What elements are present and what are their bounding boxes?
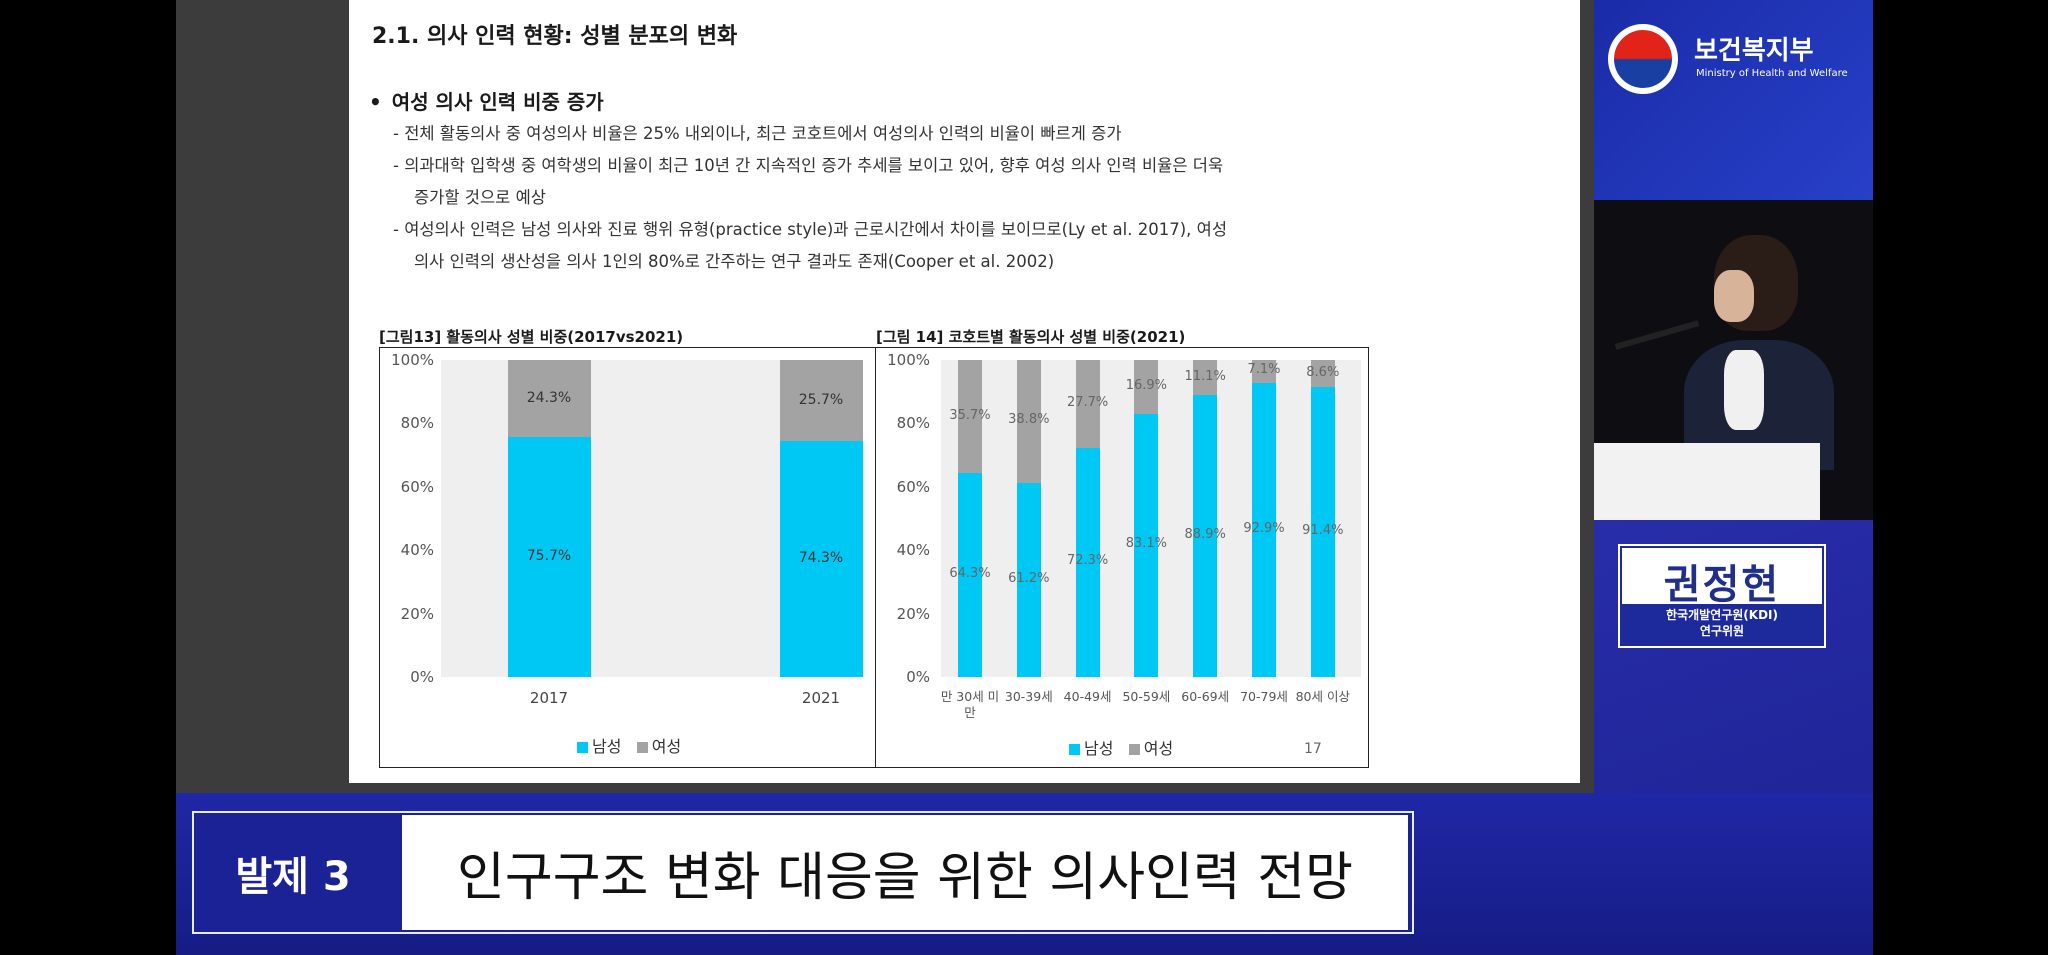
slide-title: 2.1. 의사 인력 현황: 성별 분포의 변화 (372, 24, 738, 49)
legend-label-female: 여성 (1143, 739, 1174, 758)
y-tick-label: 60% (400, 477, 434, 496)
podium (1594, 443, 1820, 520)
x-tick-label: 80세 이상 (1295, 689, 1350, 704)
ministry-name-en: Ministry of Health and Welfare (1696, 68, 1848, 79)
speaker-org: 한국개발연구원(KDI) (1666, 608, 1778, 622)
x-tick-label: 40-49세 (1063, 689, 1112, 704)
chart1-legend: 남성 여성 (577, 733, 681, 757)
body-line: 증가할 것으로 예상 (414, 188, 546, 207)
bar-male (1134, 413, 1159, 677)
bullet-text: 여성 의사 인력 비중 증가 (391, 90, 604, 114)
legend-label-male: 남성 (1084, 739, 1114, 758)
bar-male (1075, 447, 1100, 677)
x-tick-label: 만 30세 미만 (940, 689, 1000, 720)
legend-swatch-male (577, 742, 588, 753)
data-label: 92.9% (1243, 520, 1285, 536)
data-label: 83.1% (1125, 536, 1168, 552)
slide: 2.1. 의사 인력 현황: 성별 분포의 변화 • 여성 의사 인력 비중 증가… (349, 0, 1580, 783)
bar-female (1193, 360, 1218, 396)
data-label: 72.3% (1066, 553, 1109, 569)
bar-male (1193, 395, 1218, 677)
legend-swatch-male (1069, 744, 1080, 755)
chart2-title: [그림 14] 코호트별 활동의사 성별 비중(2021) (876, 328, 1186, 346)
chart2-legend: 남성 여성 (1069, 735, 1173, 759)
microphone-icon (1614, 320, 1700, 350)
bar-female (779, 360, 863, 442)
speaker-name-card: 권정현 한국개발연구원(KDI) 연구위원 (1618, 544, 1826, 648)
y-tick-label: 40% (400, 541, 434, 560)
taegeuk-logo-icon (1608, 24, 1678, 94)
y-tick-label: 20% (896, 604, 930, 623)
speaker-affiliation: 한국개발연구원(KDI) 연구위원 (1620, 607, 1824, 639)
page-number: 17 (1304, 741, 1322, 757)
speaker-role: 연구위원 (1699, 624, 1745, 638)
bullet-dot-icon: • (369, 90, 382, 114)
bar-female (1252, 360, 1276, 383)
data-label: 91.4% (1302, 523, 1344, 539)
x-tick-label: 70-79세 (1240, 689, 1288, 704)
bar-male (1252, 382, 1276, 677)
bar-female (507, 360, 591, 438)
bar-male (507, 437, 591, 677)
y-tick-label: 80% (896, 414, 930, 433)
bar-female (1075, 360, 1100, 448)
bar-male (1310, 387, 1335, 677)
bar-male (958, 473, 982, 677)
data-label: 7.1% (1247, 362, 1281, 378)
body-line: - 여성의사 인력은 남성 의사와 진료 행위 유형(practice styl… (393, 220, 1228, 239)
legend-swatch-female (1128, 744, 1140, 755)
data-label: 24.3% (526, 389, 572, 406)
data-label: 35.7% (949, 407, 991, 423)
lower-third-frame: 발제 3 인구구조 변화 대응을 위한 의사인력 전망 (192, 811, 1414, 934)
x-tick-label: 2017 (529, 689, 569, 707)
legend-swatch-female (636, 742, 648, 753)
chart1-title: [그림13] 활동의사 성별 비중(2017vs2021) (379, 328, 684, 346)
bar-female (958, 360, 982, 474)
data-label: 74.3% (798, 550, 844, 567)
y-tick-label: 80% (400, 414, 434, 433)
data-label: 11.1% (1184, 368, 1226, 384)
data-label: 38.8% (1008, 412, 1050, 428)
y-tick-label: 100% (887, 351, 930, 369)
speaker-shirt (1724, 350, 1764, 430)
bar-female (1016, 360, 1041, 483)
y-tick-label: 0% (906, 668, 930, 686)
data-label: 75.7% (526, 548, 572, 564)
y-tick-label: 40% (896, 541, 930, 560)
body-line: - 전체 활동의사 중 여성의사 비율은 25% 내외이나, 최근 코호트에서 … (393, 124, 1122, 143)
data-label: 64.3% (949, 566, 991, 582)
slide-bullet: • 여성 의사 인력 비중 증가 (369, 86, 604, 115)
session-label: 발제 3 (235, 853, 351, 900)
legend-label-male: 남성 (592, 737, 622, 756)
x-tick-label: 60-69세 (1181, 689, 1230, 704)
bar-female (1310, 360, 1335, 388)
data-label: 88.9% (1184, 527, 1226, 543)
session-topic: 인구구조 변화 대응을 위한 의사인력 전망 (402, 815, 1408, 930)
data-label: 16.9% (1125, 377, 1168, 393)
bar-male (779, 441, 863, 677)
data-label: 25.7% (798, 391, 844, 408)
speaker-name: 권정현 (1663, 562, 1781, 608)
bar-female (1134, 360, 1159, 414)
y-tick-label: 100% (391, 351, 434, 369)
body-line: - 의과대학 입학생 중 여학생의 비율이 최근 10년 간 지속적인 증가 추… (393, 156, 1224, 175)
y-tick-label: 60% (896, 477, 930, 496)
data-label: 8.6% (1306, 364, 1340, 380)
data-label: 61.2% (1008, 570, 1050, 586)
data-label: 27.7% (1066, 394, 1109, 410)
legend-label-female: 여성 (651, 737, 682, 756)
y-tick-label: 0% (410, 668, 434, 686)
ministry-name: 보건복지부 (1694, 36, 1814, 66)
speaker-video (1594, 200, 1873, 520)
presentation-stage: 2.1. 의사 인력 현황: 성별 분포의 변화 • 여성 의사 인력 비중 증가… (176, 0, 1873, 955)
speaker-face (1714, 270, 1754, 322)
bar-male (1016, 482, 1041, 677)
x-tick-label: 50-59세 (1122, 689, 1171, 704)
x-tick-label: 30-39세 (1004, 689, 1053, 704)
x-tick-label: 2021 (801, 689, 841, 707)
y-tick-label: 20% (400, 604, 434, 623)
body-line: 의사 인력의 생산성을 의사 1인의 80%로 간주하는 연구 결과도 존재(C… (414, 252, 1055, 271)
